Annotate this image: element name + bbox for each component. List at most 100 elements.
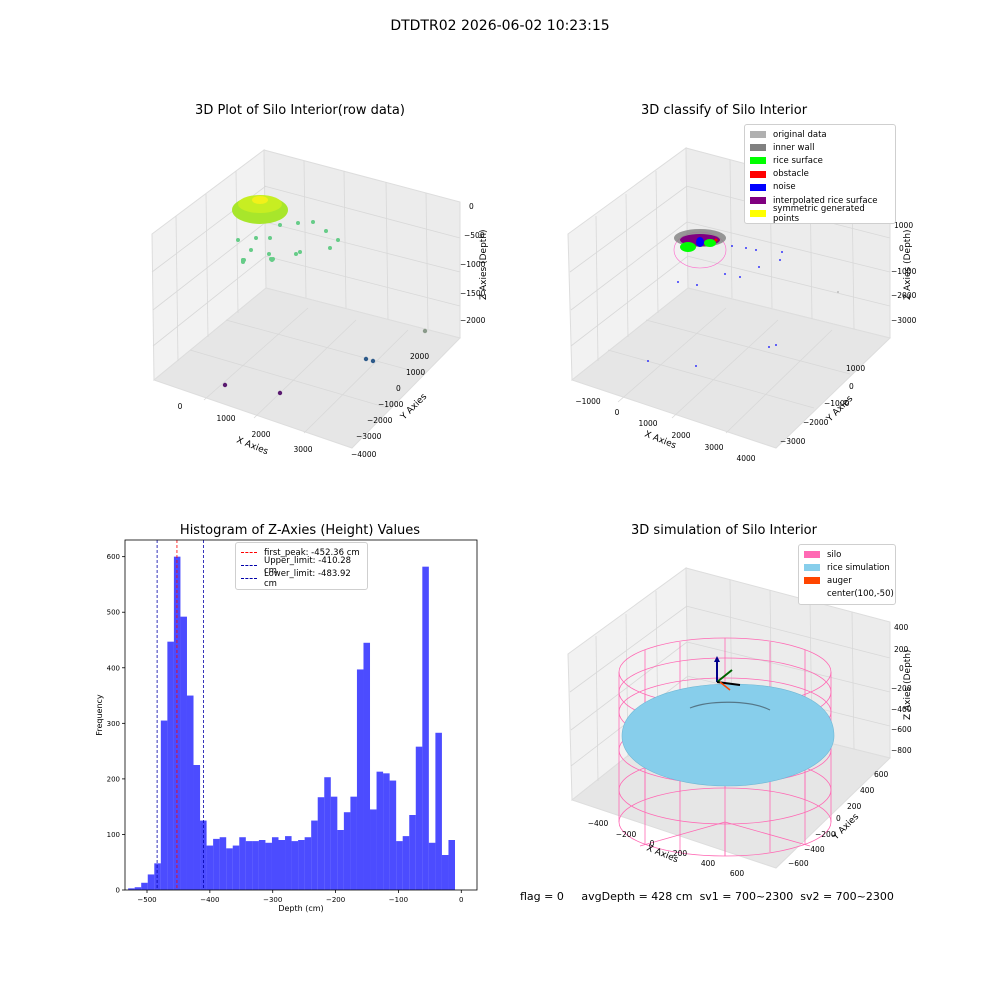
histogram-bar <box>173 556 181 890</box>
raw-point <box>278 223 282 227</box>
histogram-xlabel: Depth (cm) <box>278 904 323 913</box>
histogram-bars <box>128 556 455 890</box>
status-line: flag = 0 avgDepth = 428 cm sv1 = 700~230… <box>520 890 894 903</box>
raw-point <box>363 356 369 362</box>
legend-entry: original data <box>750 128 890 141</box>
histogram-xtick-label: −400 <box>200 896 219 904</box>
raw-floor-pane <box>152 287 461 449</box>
histogram-bar <box>206 845 214 890</box>
classify-point <box>837 291 839 293</box>
classify-plot-title: 3D classify of Silo Interior <box>640 103 808 118</box>
raw-ztick: −2000 <box>460 316 486 325</box>
histogram-bar <box>271 837 279 890</box>
classify-point <box>724 273 726 275</box>
raw-ytick: −4000 <box>351 450 377 459</box>
classify-rice-surface <box>704 239 716 247</box>
raw-point <box>267 252 271 256</box>
histogram-bar <box>141 882 148 890</box>
legend-label: symmetric generated points <box>773 203 865 224</box>
histogram-bar <box>186 695 194 890</box>
classify-ztick: −1000 <box>891 267 917 276</box>
classify-point <box>647 360 649 362</box>
simulation-ytick: 400 <box>860 786 875 795</box>
classify-ztick: −3000 <box>891 316 917 325</box>
classify-noise-cluster <box>696 237 704 247</box>
histogram-bar <box>193 765 201 890</box>
legend-entry: center(100,-50) <box>804 588 894 601</box>
histogram-xtick-label: −100 <box>389 896 408 904</box>
histogram-bar <box>337 830 344 890</box>
simulation-3d-plot[interactable]: −400 −200 0 200 400 600 600 400 200 0 −2… <box>560 550 920 880</box>
legend-swatch <box>804 551 820 559</box>
raw-point <box>296 221 300 225</box>
raw-3d-plot[interactable]: 0 1000 2000 3000 2000 1000 0 −1000 −2000… <box>130 130 500 470</box>
raw-point <box>328 246 332 250</box>
histogram-bar <box>317 797 325 890</box>
classify-point <box>696 284 698 286</box>
legend-entry: silo <box>804 548 890 561</box>
status-sv2: sv2 = 700~2300 <box>800 890 894 903</box>
legend-entry: noise <box>750 181 890 194</box>
legend-entry: first_peak: -452.36 cm <box>241 546 362 559</box>
histogram-bar <box>134 887 142 890</box>
simulation-ztick: −800 <box>891 746 912 755</box>
legend-label: center(100,-50) <box>827 589 894 600</box>
histogram-bar <box>252 841 259 890</box>
legend-swatch <box>750 170 766 178</box>
histogram-bar <box>298 840 305 890</box>
legend-swatch <box>750 131 766 139</box>
histogram-title: Histogram of Z-Axies (Height) Values <box>179 523 421 538</box>
legend-entry: Lower_limit: -483.92 cm <box>241 569 362 589</box>
simulation-rice-surface <box>621 683 835 787</box>
legend-label: original data <box>773 129 827 140</box>
classify-point <box>768 346 770 348</box>
histogram-bar <box>376 771 384 890</box>
classify-point <box>677 281 679 283</box>
legend-label: Lower_limit: -483.92 cm <box>264 568 351 589</box>
legend-entry: Upper_limit: -410.28 cm <box>241 556 362 576</box>
simulation-ztick: 0 <box>899 664 904 673</box>
simulation-ytick: 600 <box>874 770 889 779</box>
classify-point <box>779 259 781 261</box>
legend-entry: obstacle <box>750 168 890 181</box>
histogram-bar <box>402 836 410 890</box>
classify-floor-pane <box>570 287 891 449</box>
classify-point <box>758 266 760 268</box>
histogram-bar <box>389 780 397 890</box>
histogram-bar <box>147 874 155 890</box>
legend-label: auger <box>827 575 852 586</box>
raw-point <box>271 257 275 261</box>
raw-ztick: −500 <box>464 231 485 240</box>
legend-swatch <box>804 577 820 585</box>
histogram-chart[interactable]: −500 −400 −300 −200 −100 0 0 100 200 300 400 500 60… <box>90 535 490 920</box>
legend-swatch <box>750 210 766 218</box>
simulation-ztick: −600 <box>891 725 912 734</box>
histogram-bar <box>343 812 351 890</box>
simulation-ytick: −400 <box>804 845 825 854</box>
histogram-ytick-label: 100 <box>107 831 120 839</box>
simulation-xtick: −400 <box>588 819 609 828</box>
legend-line <box>241 578 257 580</box>
raw-point <box>236 238 240 242</box>
classify-ytick: 1000 <box>846 364 865 373</box>
histogram-bar <box>226 848 233 890</box>
raw-ztick: −1500 <box>460 289 486 298</box>
histogram-xticks: −500 −400 −300 −200 −100 0 <box>137 890 464 904</box>
legend-label: noise <box>773 182 796 193</box>
histogram-bar <box>154 863 161 890</box>
raw-point <box>370 358 376 364</box>
histogram-xtick-label: −300 <box>263 896 282 904</box>
classify-ztick: 1000 <box>894 221 913 230</box>
legend-line <box>241 565 257 567</box>
classify-obstacle <box>714 238 718 242</box>
simulation-legend: silo rice simulation auger center(100,-5… <box>798 544 896 605</box>
simulation-ytick: −600 <box>788 859 809 868</box>
legend-swatch <box>804 591 820 598</box>
raw-ytick: 2000 <box>410 352 429 361</box>
histogram-xtick-label: −500 <box>137 896 156 904</box>
legend-label: inner wall <box>773 142 815 153</box>
raw-xtick: 0 <box>178 402 183 411</box>
histogram-bar <box>422 566 429 890</box>
classify-ytick: −3000 <box>780 437 806 446</box>
raw-ztick: 0 <box>469 202 474 211</box>
